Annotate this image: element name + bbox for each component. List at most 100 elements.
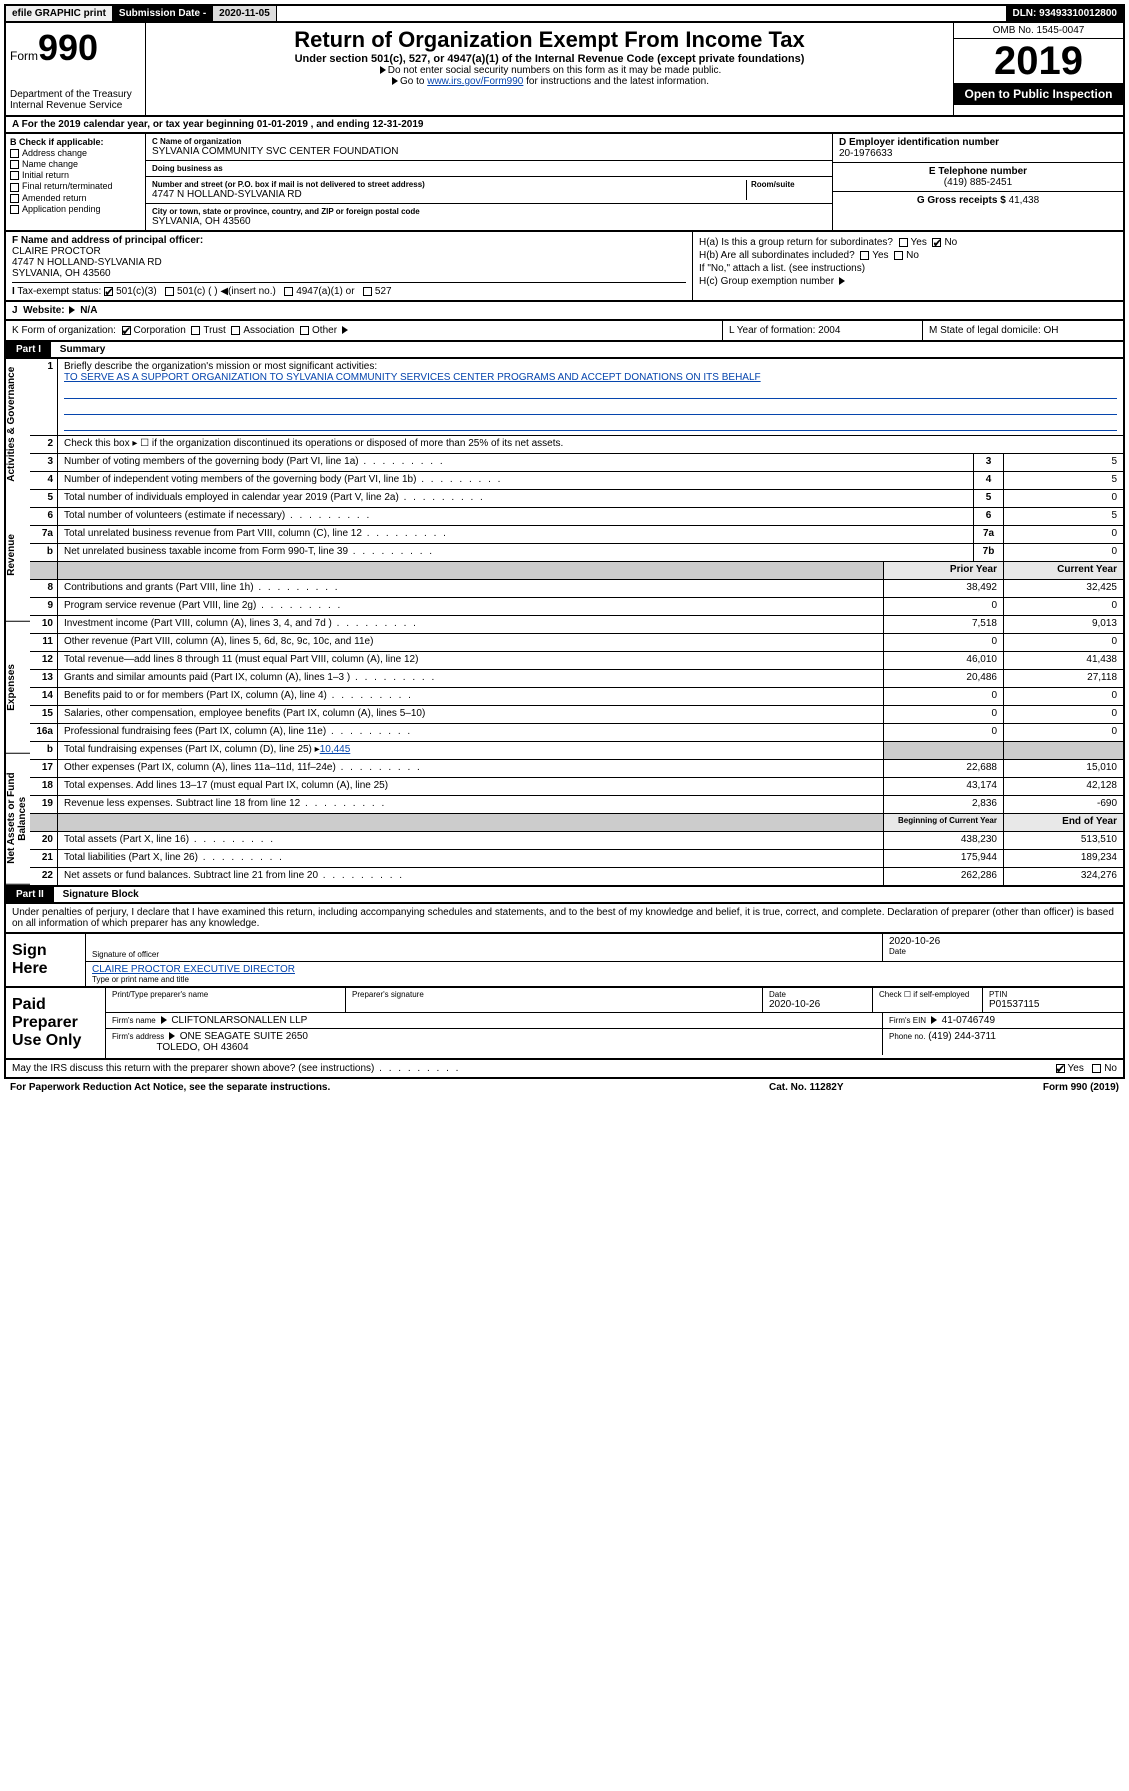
line-21-prior: 175,944 [883, 850, 1003, 867]
line-4-text: Number of independent voting members of … [58, 472, 973, 489]
line-14-curr: 0 [1003, 688, 1123, 705]
checkbox-initial-return[interactable] [10, 171, 19, 180]
triangle-icon [342, 326, 348, 334]
sign-here-label: Sign Here [6, 934, 86, 986]
line-9-curr: 0 [1003, 598, 1123, 615]
box-c: C Name of organization SYLVANIA COMMUNIT… [146, 134, 833, 230]
room-label: Room/suite [751, 180, 826, 189]
website-row: J Website: N/A [4, 302, 1125, 321]
line-13-text: Grants and similar amounts paid (Part IX… [58, 670, 883, 687]
line-22-text: Net assets or fund balances. Subtract li… [58, 868, 883, 885]
footer-left: For Paperwork Reduction Act Notice, see … [10, 1082, 769, 1093]
checkbox-ha-no[interactable] [932, 238, 941, 247]
year-of-formation: L Year of formation: 2004 [723, 321, 923, 340]
open-to-public: Open to Public Inspection [954, 83, 1123, 105]
col-end-year: End of Year [1003, 814, 1123, 831]
checkbox-ha-yes[interactable] [899, 238, 908, 247]
checkbox-discuss-yes[interactable] [1056, 1064, 1065, 1073]
line-20-text: Total assets (Part X, line 16) [58, 832, 883, 849]
line-16b-prior [883, 742, 1003, 759]
line-16a-text: Professional fundraising fees (Part IX, … [58, 724, 883, 741]
form-subtitle-2b: Go to www.irs.gov/Form990 for instructio… [150, 76, 949, 87]
checkbox-4947[interactable] [284, 287, 293, 296]
line-7b-text: Net unrelated business taxable income fr… [58, 544, 973, 561]
dba-label: Doing business as [152, 164, 826, 173]
checkbox-discuss-no[interactable] [1092, 1064, 1101, 1073]
checkbox-trust[interactable] [191, 326, 200, 335]
firm-address: Firm's address ONE SEAGATE SUITE 2650 TO… [106, 1029, 883, 1055]
checkbox-corporation[interactable] [122, 326, 131, 335]
line-18-curr: 42,128 [1003, 778, 1123, 795]
line-9-text: Program service revenue (Part VIII, line… [58, 598, 883, 615]
preparer-date: Date2020-10-26 [763, 988, 873, 1012]
box-b: B Check if applicable: Address change Na… [6, 134, 146, 230]
triangle-icon [839, 277, 845, 285]
checkbox-name-change[interactable] [10, 160, 19, 169]
part-ii-label: Part II [6, 887, 54, 902]
line-16a-curr: 0 [1003, 724, 1123, 741]
self-employed-check: Check ☐ if self-employed [873, 988, 983, 1012]
paid-preparer-block: Paid Preparer Use Only Print/Type prepar… [4, 988, 1125, 1060]
officer-signature: Signature of officer [86, 934, 883, 961]
org-name: SYLVANIA COMMUNITY SVC CENTER FOUNDATION [152, 146, 826, 157]
hb-note: If "No," attach a list. (see instruction… [699, 263, 1117, 274]
checkbox-address-change[interactable] [10, 149, 19, 158]
col-begin-year: Beginning of Current Year [883, 814, 1003, 831]
line-14-text: Benefits paid to or for members (Part IX… [58, 688, 883, 705]
side-tabs: Activities & Governance Revenue Expenses… [6, 359, 30, 885]
line-16b-curr [1003, 742, 1123, 759]
form-subtitle-1: Under section 501(c), 527, or 4947(a)(1)… [150, 53, 949, 65]
line-19-curr: -690 [1003, 796, 1123, 813]
tax-period-row: A For the 2019 calendar year, or tax yea… [4, 117, 1125, 134]
line-17-curr: 15,010 [1003, 760, 1123, 777]
line-2: Check this box ▸ ☐ if the organization d… [58, 436, 1123, 453]
sign-here-block: Sign Here Signature of officer 2020-10-2… [4, 934, 1125, 988]
ptin: PTINP01537115 [983, 988, 1123, 1012]
checkbox-501c[interactable] [165, 287, 174, 296]
part-i-title: Summary [54, 342, 112, 357]
line-3-val: 5 [1003, 454, 1123, 471]
officer-addr2: SYLVANIA, OH 43560 [12, 268, 686, 279]
line-13-curr: 27,118 [1003, 670, 1123, 687]
line-13-prior: 20,486 [883, 670, 1003, 687]
page-footer: For Paperwork Reduction Act Notice, see … [4, 1079, 1125, 1096]
website-value: N/A [80, 305, 97, 316]
line-22-prior: 262,286 [883, 868, 1003, 885]
line-14-prior: 0 [883, 688, 1003, 705]
line-9-prior: 0 [883, 598, 1003, 615]
form-of-org: K Form of organization: Corporation Trus… [6, 321, 723, 340]
entity-info-block: B Check if applicable: Address change Na… [4, 134, 1125, 232]
line-15-curr: 0 [1003, 706, 1123, 723]
city-state-zip: SYLVANIA, OH 43560 [152, 216, 826, 227]
irs-link[interactable]: www.irs.gov/Form990 [427, 76, 523, 87]
line-12-curr: 41,438 [1003, 652, 1123, 669]
discuss-text: May the IRS discuss this return with the… [12, 1063, 1056, 1074]
preparer-name-hdr: Print/Type preparer's name [106, 988, 346, 1012]
part-ii-header: Part II Signature Block [4, 887, 1125, 904]
checkbox-amended-return[interactable] [10, 194, 19, 203]
line-5-text: Total number of individuals employed in … [58, 490, 973, 507]
checkbox-association[interactable] [231, 326, 240, 335]
line-19-prior: 2,836 [883, 796, 1003, 813]
checkbox-501c3[interactable] [104, 287, 113, 296]
ein-value: 20-1976633 [839, 148, 1117, 159]
line-15-text: Salaries, other compensation, employee b… [58, 706, 883, 723]
org-name-label: C Name of organization [152, 137, 826, 146]
officer-label: F Name and address of principal officer: [12, 235, 203, 246]
state-of-domicile: M State of legal domicile: OH [923, 321, 1123, 340]
summary-grid: Activities & Governance Revenue Expenses… [4, 359, 1125, 887]
form-header: Form990 Department of the Treasury Inter… [4, 23, 1125, 117]
checkbox-527[interactable] [363, 287, 372, 296]
triangle-icon [169, 1032, 175, 1040]
checkbox-final-return[interactable] [10, 183, 19, 192]
line-17-prior: 22,688 [883, 760, 1003, 777]
discuss-row: May the IRS discuss this return with the… [4, 1060, 1125, 1079]
checkbox-other[interactable] [300, 326, 309, 335]
efile-label[interactable]: efile GRAPHIC print [6, 6, 113, 21]
form-number: Form990 [10, 27, 141, 69]
line-12-text: Total revenue—add lines 8 through 11 (mu… [58, 652, 883, 669]
line-17-text: Other expenses (Part IX, column (A), lin… [58, 760, 883, 777]
checkbox-application-pending[interactable] [10, 205, 19, 214]
checkbox-hb-yes[interactable] [860, 251, 869, 260]
checkbox-hb-no[interactable] [894, 251, 903, 260]
